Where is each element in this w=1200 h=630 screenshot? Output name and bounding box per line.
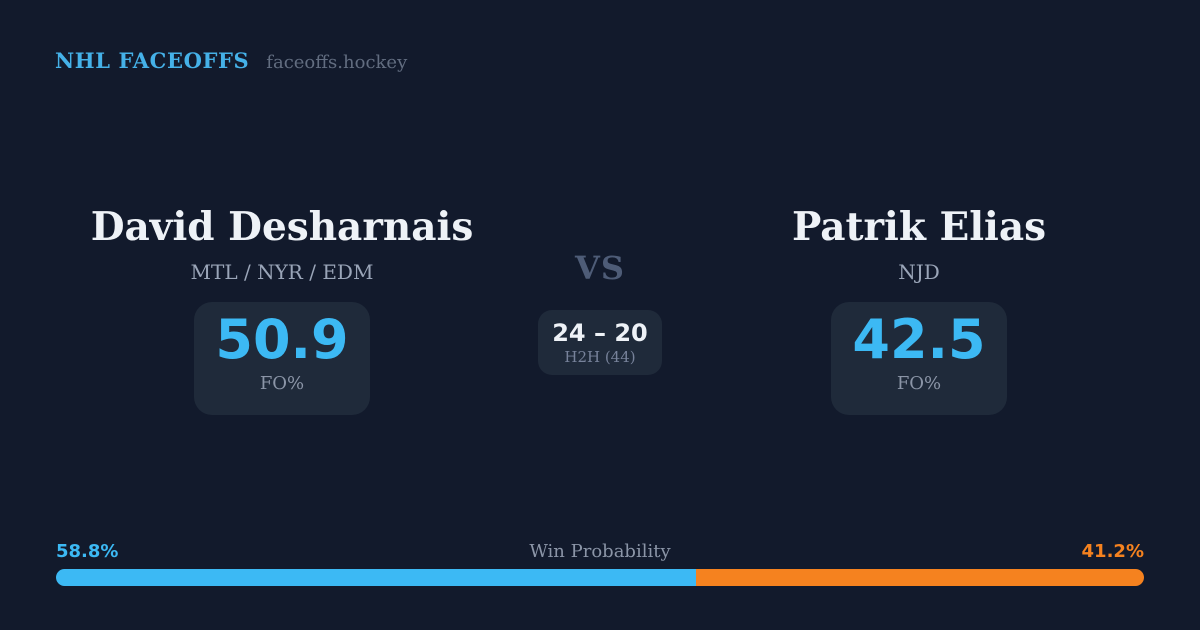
win-probability-bar-left-segment [56,569,696,586]
player-left-fo-box: 50.9 FO% [194,301,370,415]
player-right-fo-value: 42.5 [852,307,986,371]
win-probability-bar-right-segment [695,569,1144,586]
player-left-name: David Desharnais [90,204,474,250]
vs-label: VS [575,249,625,287]
player-right-name: Patrik Elias [791,204,1047,250]
header: NHL FACEOFFS faceoffs.hockey [55,48,407,73]
h2h-box: 24 – 20 H2H (44) [538,310,662,375]
win-probability-labels: 58.8% Win Probability 41.2% [56,541,1144,562]
win-probability-bar [56,569,1144,586]
site-url: faceoffs.hockey [266,52,408,73]
versus-section: VS 24 – 20 H2H (44) [500,249,700,375]
win-probability-left-pct: 58.8% [56,541,119,562]
h2h-score: 24 – 20 [552,319,648,347]
player-left-fo-value: 50.9 [215,307,349,371]
player-right-teams: NJD [898,259,940,284]
player-right-fo-label: FO% [896,372,942,394]
h2h-label: H2H (44) [564,348,636,366]
player-right-section: Patrik Elias NJD 42.5 FO% [719,205,1119,415]
win-probability-title: Win Probability [529,541,671,562]
brand-logo: NHL FACEOFFS [55,48,250,73]
player-left-fo-label: FO% [259,372,305,394]
player-left-teams: MTL / NYR / EDM [190,259,374,284]
win-probability-right-pct: 41.2% [1081,541,1144,562]
player-right-fo-box: 42.5 FO% [831,301,1007,415]
player-left-section: David Desharnais MTL / NYR / EDM 50.9 FO… [82,205,482,415]
